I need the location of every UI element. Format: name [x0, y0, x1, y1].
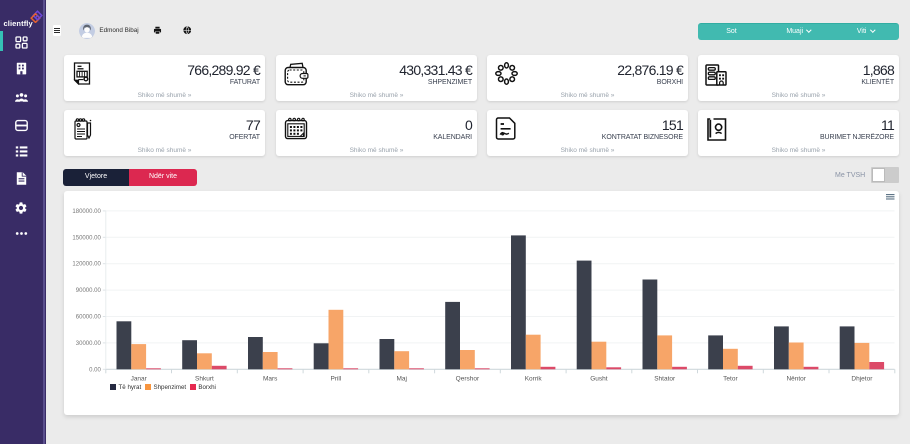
svg-text:180000.00: 180000.00 — [72, 209, 101, 215]
svg-text:Shkurt: Shkurt — [195, 375, 214, 382]
svg-text:Qershor: Qershor — [455, 375, 479, 382]
svg-text:Mars: Mars — [262, 375, 277, 382]
svg-text:Janar: Janar — [130, 375, 147, 382]
svg-text:Dhjetor: Dhjetor — [851, 375, 873, 382]
svg-text:Gusht: Gusht — [590, 375, 608, 382]
svg-text:Maj: Maj — [396, 375, 406, 382]
svg-text:30000.00: 30000.00 — [75, 341, 101, 347]
svg-text:Tetor: Tetor — [723, 375, 738, 382]
svg-text:Shtator: Shtator — [654, 375, 676, 382]
svg-text:150000.00: 150000.00 — [72, 235, 101, 241]
svg-text:60000.00: 60000.00 — [75, 314, 101, 320]
svg-text:Korrik: Korrik — [524, 375, 542, 382]
svg-text:Prill: Prill — [330, 375, 341, 382]
svg-text:0.00: 0.00 — [89, 367, 101, 373]
svg-text:90000.00: 90000.00 — [75, 288, 101, 294]
svg-text:Nëntor: Nëntor — [786, 375, 806, 382]
svg-text:120000.00: 120000.00 — [72, 261, 101, 267]
